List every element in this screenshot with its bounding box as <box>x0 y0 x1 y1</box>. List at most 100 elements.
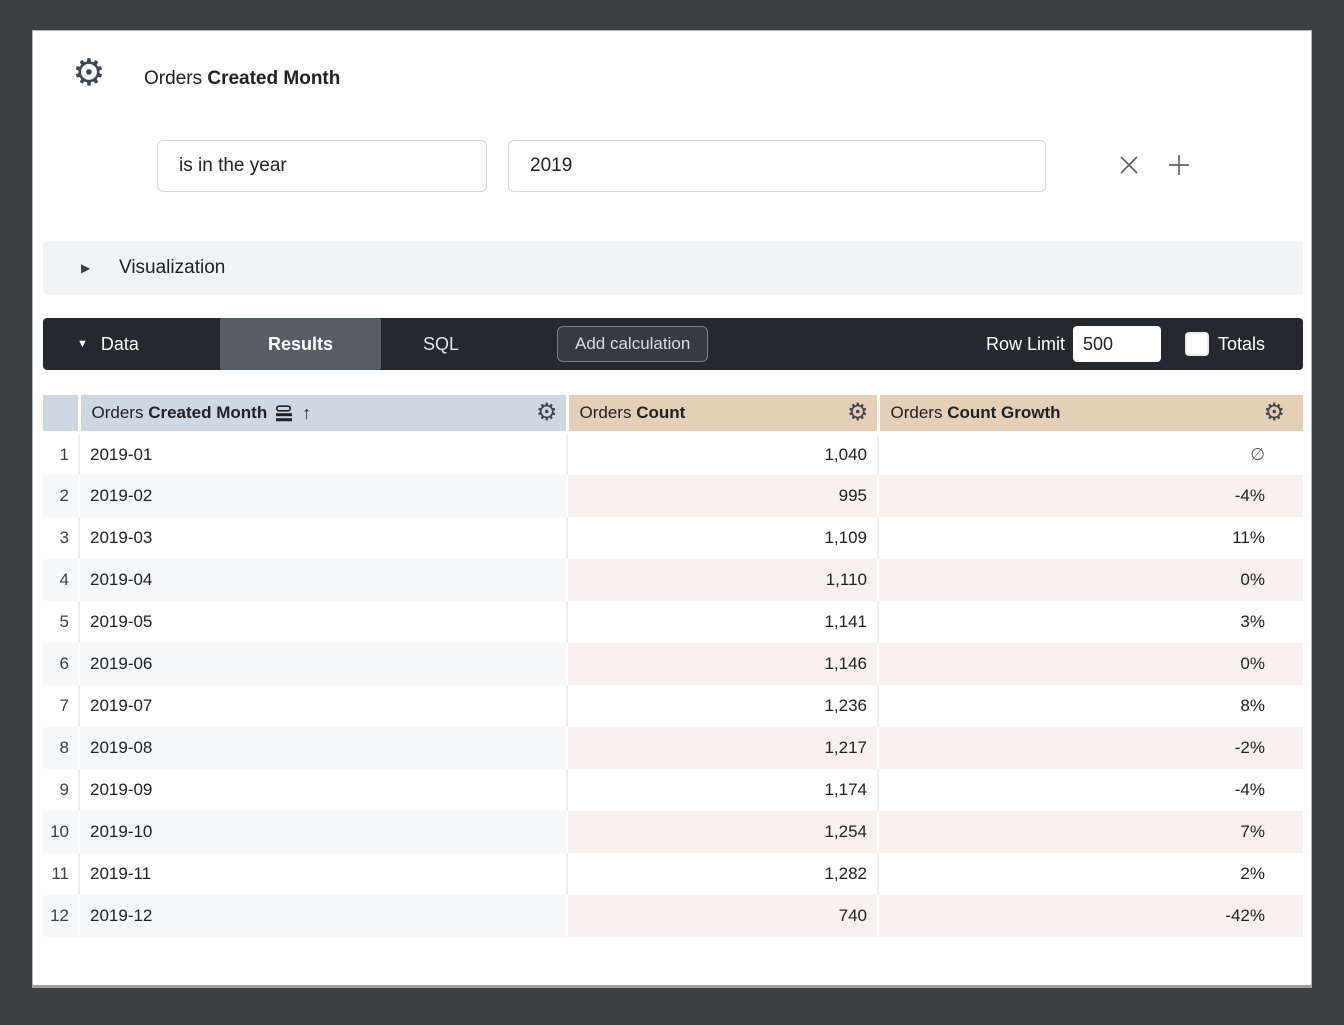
table-row: 12 2019-12 740 -42% <box>43 895 1303 937</box>
cell-month[interactable]: 2019-04 <box>79 559 568 601</box>
cell-count-growth[interactable]: -4% <box>878 475 1303 517</box>
row-index-cell: 6 <box>43 643 80 685</box>
totals-checkbox[interactable] <box>1184 332 1209 356</box>
cell-month[interactable]: 2019-07 <box>79 685 568 727</box>
add-calculation-button[interactable]: Add calculation <box>557 326 709 362</box>
page-title: Orders Created Month <box>144 65 340 93</box>
chevron-down-icon: ▼ <box>77 338 88 350</box>
data-section-toggle[interactable]: ▼ Data <box>43 334 220 355</box>
cell-count-growth[interactable]: ∅ <box>878 433 1303 475</box>
field-gear-icon[interactable]: ⚙ <box>72 52 106 93</box>
table-body: 1 2019-01 1,040 ∅ 2 2019-02 995 -4% 3 2019-03 1,10… <box>43 433 1303 937</box>
row-limit-label: Row Limit <box>985 333 1065 354</box>
row-index-cell: 1 <box>43 433 80 475</box>
tab-results-label: Results <box>267 333 334 354</box>
table-row: 8 2019-08 1,217 -2% <box>43 727 1303 769</box>
close-icon <box>1120 156 1138 174</box>
row-index-cell: 3 <box>43 517 80 559</box>
table-row: 5 2019-05 1,141 3% <box>43 601 1303 643</box>
row-index-cell: 12 <box>43 895 80 937</box>
cell-month[interactable]: 2019-11 <box>79 853 568 895</box>
visualization-section-header[interactable]: ▶ Visualization <box>43 241 1303 295</box>
cell-month[interactable]: 2019-06 <box>79 643 568 685</box>
column-gear-icon[interactable]: ⚙ <box>1263 399 1285 426</box>
row-index-cell: 4 <box>43 559 80 601</box>
cell-count-growth[interactable]: 11% <box>878 517 1303 559</box>
cell-count[interactable]: 1,141 <box>567 601 879 643</box>
dimension-fill-icon <box>276 404 293 421</box>
cell-count-growth[interactable]: -2% <box>878 727 1303 769</box>
tab-sql[interactable]: SQL <box>381 318 501 370</box>
cell-count[interactable]: 1,146 <box>567 643 879 685</box>
cell-month[interactable]: 2019-09 <box>79 769 568 811</box>
table-row: 3 2019-03 1,109 11% <box>43 517 1303 559</box>
table-row: 9 2019-09 1,174 -4% <box>43 769 1303 811</box>
results-table-wrap: Orders Created Month ↑ ⚙ <box>43 395 1303 937</box>
data-toolbar: ▼ Data Results SQL Add calculation Row L… <box>43 318 1303 370</box>
row-index-cell: 2 <box>43 475 80 517</box>
cell-count-growth[interactable]: 8% <box>878 685 1303 727</box>
cell-count[interactable]: 740 <box>567 895 879 937</box>
filter-condition-select[interactable]: is in the year <box>157 140 487 192</box>
cell-count[interactable]: 1,217 <box>567 727 879 769</box>
row-index-cell: 7 <box>43 685 80 727</box>
results-table: Orders Created Month ↑ ⚙ <box>43 395 1303 937</box>
row-number-header <box>43 395 81 435</box>
row-limit-input[interactable] <box>1072 326 1161 362</box>
add-filter-button[interactable] <box>1164 150 1194 180</box>
tab-sql-label: SQL <box>422 333 460 354</box>
cell-count-growth[interactable]: 0% <box>878 559 1303 601</box>
row-index-cell: 11 <box>43 853 80 895</box>
cell-count-growth[interactable]: -4% <box>878 769 1303 811</box>
cell-count-growth[interactable]: 3% <box>878 601 1303 643</box>
chevron-right-icon: ▶ <box>81 261 91 275</box>
filter-value-text: 2019 <box>530 155 573 176</box>
cell-month[interactable]: 2019-05 <box>79 601 568 643</box>
cell-count-growth[interactable]: 2% <box>878 853 1303 895</box>
cell-count[interactable]: 1,110 <box>567 559 879 601</box>
table-row: 11 2019-11 1,282 2% <box>43 853 1303 895</box>
sort-ascending-icon: ↑ <box>302 402 312 423</box>
row-index-cell: 5 <box>43 601 80 643</box>
row-index-cell: 8 <box>43 727 80 769</box>
column-header-created-month[interactable]: Orders Created Month ↑ ⚙ <box>79 395 569 435</box>
table-row: 1 2019-01 1,040 ∅ <box>43 433 1303 475</box>
cell-count-growth[interactable]: 0% <box>878 643 1303 685</box>
filter-value-input[interactable]: 2019 <box>508 140 1046 192</box>
cell-count[interactable]: 1,254 <box>567 811 879 853</box>
table-row: 10 2019-10 1,254 7% <box>43 811 1303 853</box>
column-gear-icon[interactable]: ⚙ <box>535 399 558 426</box>
table-row: 2 2019-02 995 -4% <box>43 475 1303 517</box>
add-calculation-label: Add calculation <box>575 334 691 353</box>
cell-month[interactable]: 2019-01 <box>79 433 568 475</box>
data-section-label: Data <box>100 333 139 354</box>
row-index-cell: 10 <box>43 811 80 853</box>
remove-filter-button[interactable] <box>1114 150 1144 180</box>
cell-count[interactable]: 995 <box>567 475 879 517</box>
cell-count-growth[interactable]: -42% <box>878 895 1303 937</box>
table-row: 7 2019-07 1,236 8% <box>43 685 1303 727</box>
column-header-count-growth[interactable]: Orders Count Growth ⚙ <box>878 395 1303 435</box>
cell-count[interactable]: 1,109 <box>567 517 879 559</box>
cell-month[interactable]: 2019-08 <box>79 727 568 769</box>
sort-indicators: ↑ <box>275 403 311 424</box>
cell-month[interactable]: 2019-10 <box>79 811 568 853</box>
column-gear-icon[interactable]: ⚙ <box>846 399 869 426</box>
cell-month[interactable]: 2019-03 <box>79 517 568 559</box>
cell-month[interactable]: 2019-12 <box>79 895 568 937</box>
plus-icon <box>1169 155 1189 175</box>
column-header-count[interactable]: Orders Count ⚙ <box>567 395 880 435</box>
tab-results[interactable]: Results <box>220 318 381 370</box>
cell-count-growth[interactable]: 7% <box>878 811 1303 853</box>
visualization-label: Visualization <box>119 257 226 278</box>
explore-panel: ⚙ Orders Created Month is in the year 20… <box>32 30 1312 988</box>
page-title-bold: Created Month <box>207 68 341 89</box>
cell-count[interactable]: 1,282 <box>567 853 879 895</box>
cell-count[interactable]: 1,040 <box>567 433 879 475</box>
table-header-row: Orders Created Month ↑ ⚙ <box>43 395 1303 435</box>
page-title-prefix: Orders <box>144 68 203 89</box>
column-label: Orders Count <box>579 403 686 422</box>
cell-month[interactable]: 2019-02 <box>79 475 568 517</box>
cell-count[interactable]: 1,236 <box>567 685 879 727</box>
cell-count[interactable]: 1,174 <box>567 769 879 811</box>
